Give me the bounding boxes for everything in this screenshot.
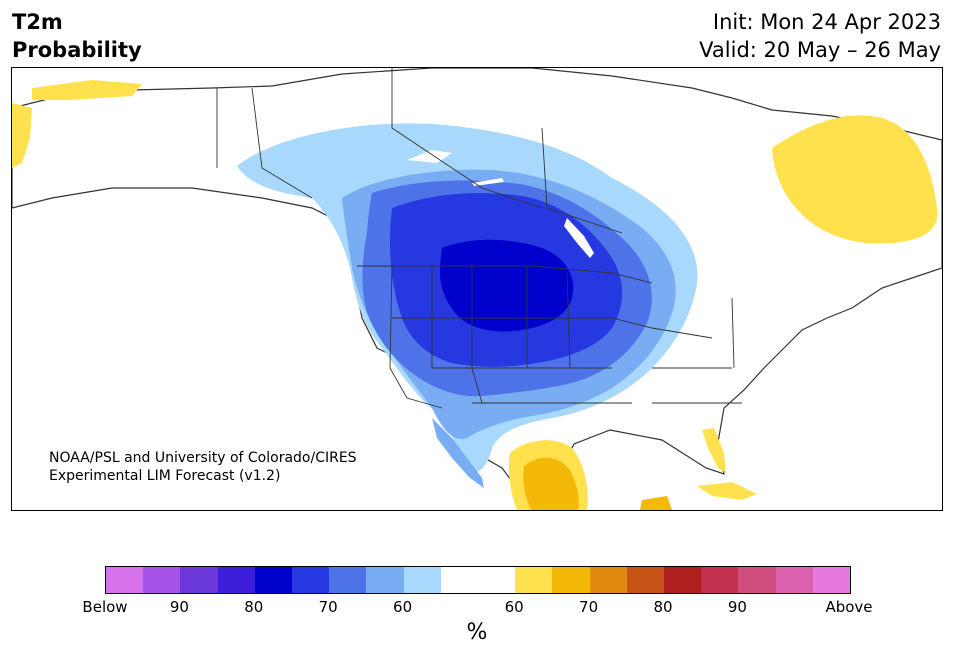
lake-shape-3	[564, 218, 594, 258]
colorbar	[105, 566, 851, 594]
cold-baja-strip	[432, 418, 484, 488]
warm-west-edge	[12, 103, 32, 168]
colorbar-cell	[366, 567, 404, 593]
colorbar-cell	[106, 567, 144, 593]
title-line-2: Probability	[12, 38, 142, 62]
warm-yucatan	[640, 496, 672, 510]
colorbar-cell	[292, 567, 330, 593]
colorbar-cell	[664, 567, 702, 593]
colorbar-cell	[515, 567, 553, 593]
forecast-dates: Init: Mon 24 Apr 2023 Valid: 20 May – 26…	[699, 8, 941, 64]
colorbar-cell	[143, 567, 181, 593]
map-svg	[12, 68, 942, 510]
credit-line-1: NOAA/PSL and University of Colorado/CIRE…	[49, 450, 357, 466]
colorbar-cell	[254, 567, 293, 593]
state-borders	[216, 68, 742, 409]
colorbar-cell	[775, 567, 813, 593]
colorbar-cell	[329, 567, 367, 593]
warm-greenland	[772, 115, 938, 244]
colorbar-cell	[552, 567, 590, 593]
colorbar-cell	[701, 567, 739, 593]
warm-mexico-60	[523, 457, 579, 510]
colorbar-cell	[589, 567, 627, 593]
map-title: T2m Probability	[12, 8, 142, 64]
warm-cuba	[697, 482, 757, 500]
colorbar-cell	[626, 567, 665, 593]
colorbar-tick-label: 80	[653, 598, 673, 616]
warm-alaska	[32, 80, 142, 100]
colorbar-tick-label: 80	[244, 598, 264, 616]
credit-text: NOAA/PSL and University of Colorado/CIRE…	[49, 449, 357, 485]
colorbar-cell	[440, 567, 479, 593]
colorbar-cell	[478, 567, 516, 593]
colorbar-tick-label: 70	[318, 598, 338, 616]
colorbar-unit: %	[466, 620, 488, 645]
colorbar-tick-label: 90	[169, 598, 189, 616]
init-date: Init: Mon 24 Apr 2023	[712, 10, 941, 34]
colorbar-tick-label: 60	[504, 598, 524, 616]
colorbar-tick-label: 90	[727, 598, 747, 616]
lake-shape-2	[472, 178, 504, 186]
warm-florida	[702, 428, 726, 473]
lake-shape	[407, 150, 452, 163]
colorbar-tick-label: Below	[82, 598, 128, 616]
colorbar-tick-label: 70	[579, 598, 599, 616]
title-line-1: T2m	[12, 10, 63, 34]
colorbar-cell	[403, 567, 441, 593]
cold-contour-90	[440, 239, 574, 332]
credit-line-2: Experimental LIM Forecast (v1.2)	[49, 468, 281, 484]
colorbar-tick-label: 60	[393, 598, 413, 616]
colorbar-tick-label: Above	[825, 598, 873, 616]
valid-period: Valid: 20 May – 26 May	[699, 38, 941, 62]
colorbar-cell	[812, 567, 851, 593]
colorbar-cell	[180, 567, 218, 593]
probability-map	[11, 67, 943, 511]
colorbar-cell	[217, 567, 255, 593]
colorbar-cell	[738, 567, 776, 593]
